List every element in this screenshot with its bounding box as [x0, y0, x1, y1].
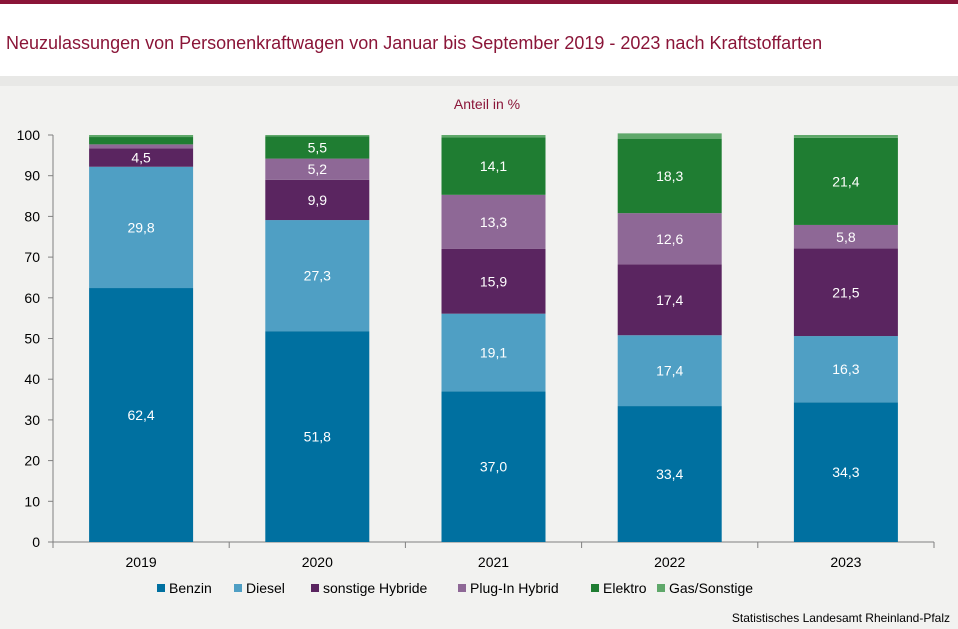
y-tick-label: 90 [24, 168, 40, 184]
data-label: 34,3 [832, 464, 859, 480]
bar-segment-gas-sonstige-2019 [89, 135, 194, 138]
bar-segment-benzin-2020 [265, 331, 370, 542]
bar-segment-sonstige-hybride-2023 [793, 248, 898, 337]
y-tick-label: 60 [24, 290, 40, 306]
x-tick-label: 2020 [302, 554, 333, 570]
bar-segment-elektro-2021 [441, 137, 546, 195]
legend-label: Gas/Sonstige [669, 580, 753, 596]
bar-segment-elektro-2019 [89, 137, 194, 145]
legend-label: sonstige Hybride [323, 580, 427, 596]
legend-label: Diesel [246, 580, 285, 596]
x-tick-label: 2019 [126, 554, 157, 570]
bar-segment-plug-in-hybrid-2021 [441, 194, 546, 249]
bar-segment-benzin-2019 [89, 288, 194, 542]
bar-segment-diesel-2020 [265, 220, 370, 332]
bar-segment-gas-sonstige-2022 [617, 133, 722, 139]
bar-segment-gas-sonstige-2023 [793, 135, 898, 138]
bar-segment-sonstige-hybride-2021 [441, 248, 546, 314]
data-label: 5,2 [308, 161, 328, 177]
bar-segment-diesel-2023 [793, 336, 898, 403]
data-label: 19,1 [480, 345, 507, 361]
y-tick-label: 10 [24, 493, 40, 509]
x-tick-label: 2022 [654, 554, 685, 570]
y-tick-label: 50 [24, 331, 40, 347]
title-bar: Neuzulassungen von Personenkraftwagen vo… [0, 4, 958, 76]
stacked-bar-chart: Anteil in % 0 10 20 30 40 50 60 70 80 90 100 62,4 29,… [17, 96, 935, 596]
bar-segment-plug-in-hybrid-2022 [617, 213, 722, 265]
chart-area: Anteil in % 0 10 20 30 40 50 60 70 80 90 100 62,4 29,… [0, 86, 958, 629]
x-tick-label: 2023 [830, 554, 861, 570]
bar-segment-gas-sonstige-2021 [441, 135, 546, 138]
legend-label: Elektro [603, 580, 647, 596]
data-label: 21,5 [832, 284, 859, 300]
bar-segment-gas-sonstige-2020 [265, 135, 370, 137]
data-label: 17,4 [656, 363, 683, 379]
data-label: 16,3 [832, 361, 859, 377]
source-note: Statistisches Landesamt Rheinland-Pfalz [731, 611, 950, 625]
y-tick-label: 30 [24, 412, 40, 428]
data-label: 62,4 [127, 407, 154, 423]
data-label: 18,3 [656, 168, 683, 184]
data-label: 14,1 [480, 158, 507, 174]
legend-swatch [311, 584, 319, 592]
bar-segment-plug-in-hybrid-2019 [89, 144, 194, 149]
data-label: 21,4 [832, 173, 859, 189]
data-label: 4,5 [131, 150, 151, 166]
bar-segment-benzin-2021 [441, 391, 546, 542]
data-label: 33,4 [656, 466, 683, 482]
bar-segment-elektro-2020 [265, 136, 370, 159]
data-label: 13,3 [480, 214, 507, 230]
bar-segment-diesel-2019 [89, 166, 194, 289]
data-label: 12,6 [656, 231, 683, 247]
data-label: 5,8 [836, 229, 856, 245]
legend-label: Benzin [169, 580, 212, 596]
legend-swatch [157, 584, 165, 592]
bar-segment-plug-in-hybrid-2020 [265, 158, 370, 180]
data-label: 51,8 [304, 429, 331, 445]
data-label: 17,4 [656, 292, 683, 308]
top-accent-rule [0, 0, 958, 4]
bar-segment-sonstige-hybride-2022 [617, 264, 722, 336]
title-separator [0, 76, 958, 86]
y-tick-label: 20 [24, 453, 40, 469]
bar-segment-plug-in-hybrid-2023 [793, 224, 898, 249]
legend-label: Plug-In Hybrid [470, 580, 559, 596]
y-tick-label: 80 [24, 208, 40, 224]
bar-segment-diesel-2021 [441, 313, 546, 392]
bar-segment-sonstige-hybride-2019 [89, 148, 194, 167]
bar-segment-benzin-2022 [617, 406, 722, 542]
y-tick-label: 40 [24, 371, 40, 387]
chart-title: Neuzulassungen von Personenkraftwagen vo… [6, 33, 823, 53]
data-label: 15,9 [480, 273, 507, 289]
y-tick-label: 70 [24, 249, 40, 265]
data-label: 37,0 [480, 459, 507, 475]
legend-swatch [591, 584, 599, 592]
bar-segment-elektro-2023 [793, 137, 898, 225]
legend-swatch [234, 584, 242, 592]
bar-segment-elektro-2022 [617, 138, 722, 214]
data-label: 29,8 [127, 219, 154, 235]
bar-segment-sonstige-hybride-2020 [265, 179, 370, 221]
y-axis-label: Anteil in % [454, 96, 520, 112]
data-label: 27,3 [304, 268, 331, 284]
bar-segment-benzin-2023 [793, 402, 898, 542]
legend-swatch [657, 584, 665, 592]
x-tick-label: 2021 [478, 554, 509, 570]
legend-swatch [458, 584, 466, 592]
y-tick-label: 100 [17, 127, 41, 143]
data-label: 9,9 [308, 192, 328, 208]
bar-segment-diesel-2022 [617, 335, 722, 407]
data-label: 5,5 [308, 139, 328, 155]
y-tick-label: 0 [32, 534, 40, 550]
